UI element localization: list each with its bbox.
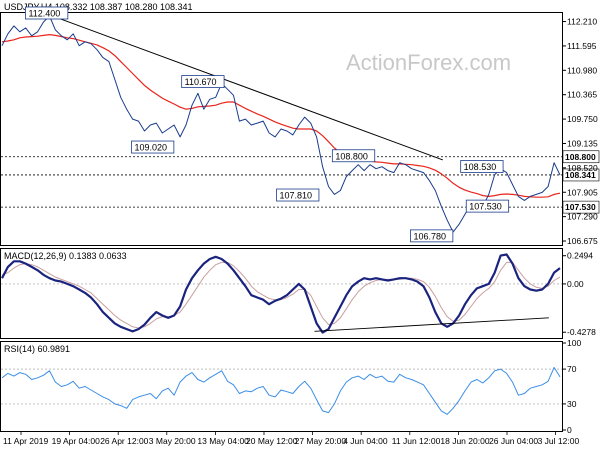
price-annotation-label: 109.020: [134, 143, 167, 153]
x-tick-label: 26 Jun 04:00: [489, 436, 538, 446]
macd-tick-label: -0.4278: [567, 327, 596, 337]
moving-average-line: [1, 33, 561, 198]
macd-series-group: 0.2494 0.00 -0.4278: [1, 251, 596, 337]
x-tick-label: 27 May 20:00: [295, 436, 347, 446]
x-axis: 11 Apr 2019 19 Apr 04:00 26 Apr 12:00 3 May…: [3, 431, 579, 446]
price-series-group: 108.800 108.341 107.530 112.210 111.595 110.9…: [1, 6, 600, 246]
price-hline-label-box: [562, 200, 600, 214]
macd-line: [1, 253, 561, 334]
macd-tick-label: 0.00: [567, 279, 584, 289]
price-annotation-box: [465, 199, 510, 213]
rsi-line: [1, 366, 561, 415]
x-tick-label: 4 Jun 04:00: [343, 436, 388, 446]
price-annotation-label: 112.400: [28, 9, 60, 19]
price-tick-label: 111.595: [567, 41, 597, 51]
price-annotation-box: [331, 149, 376, 163]
x-tick-label: 3 Jul 12:00: [538, 436, 580, 446]
x-tick-label: 26 Apr 12:00: [100, 436, 148, 446]
price-annotation-label: 106.780: [413, 231, 446, 241]
rsi-tick-label: 70: [567, 364, 577, 374]
price-tick-label: 107.905: [567, 187, 598, 197]
price-tick-label: 108.520: [567, 163, 598, 173]
price-hline-label-box: [562, 150, 600, 164]
price-tick-label: 110.980: [567, 65, 597, 75]
price-tick-label: 106.675: [567, 236, 598, 246]
price-hline-label: 108.341: [565, 170, 596, 180]
x-tick-label: 18 Jun 20:00: [440, 436, 489, 446]
x-tick-label: 11 Jun 12:00: [392, 436, 441, 446]
price-annotation-label: 110.670: [185, 77, 217, 87]
price-tick-label: 112.210: [567, 17, 597, 27]
watermark: ActionForex.com: [346, 50, 511, 75]
macd-signal-line: [1, 261, 561, 329]
x-tick-label: 19 Apr 04:00: [52, 436, 100, 446]
price-hline-label: 107.530: [565, 202, 596, 212]
macd-trendline: [314, 317, 549, 332]
price-trendline: [57, 17, 443, 161]
price-annotation-box: [181, 75, 225, 89]
price-tick-label: 109.135: [567, 138, 598, 148]
price-panel-frame: [0, 12, 563, 246]
price-tick-label: 107.290: [567, 212, 598, 222]
price-annotation-label: 107.810: [280, 191, 313, 201]
price-annotation-box: [25, 6, 69, 20]
x-tick-label: 20 May 12:00: [246, 436, 298, 446]
rsi-series-group: 100 70 30 0: [1, 338, 581, 435]
x-tick-label: 3 May 20:00: [149, 436, 196, 446]
price-hline-label: 108.800: [565, 152, 596, 162]
rsi-header: RSI(14) 60.9891: [4, 344, 70, 354]
price-tick-label: 109.750: [567, 114, 598, 124]
price-annotation-label: 108.530: [464, 162, 497, 172]
x-tick-label: 13 May 04:00: [197, 436, 249, 446]
macd-panel-frame: [0, 248, 563, 339]
rsi-tick-label: 100: [567, 338, 581, 348]
price-tick-label: 110.365: [567, 90, 597, 100]
rsi-tick-label: 0: [567, 425, 572, 435]
price-annotation-box: [460, 160, 504, 173]
price-header: USDJPY,H4 108.332 108.387 108.280 108.34…: [4, 2, 193, 12]
price-annotation-box: [276, 188, 320, 202]
price-annotation-box: [131, 140, 175, 154]
macd-tick-label: 0.2494: [567, 251, 593, 261]
price-annotation-label: 107.530: [469, 202, 502, 212]
x-tick-label: 11 Apr 2019: [3, 436, 48, 446]
price-annotation-label: 108.800: [335, 151, 368, 161]
rsi-tick-label: 30: [567, 399, 577, 409]
price-annotation-box: [410, 229, 454, 243]
macd-header: MACD(12,26,9) 0.1383 0.0633: [4, 251, 127, 261]
rsi-panel-frame: [0, 341, 563, 432]
price-hline-label-box: [562, 168, 600, 182]
